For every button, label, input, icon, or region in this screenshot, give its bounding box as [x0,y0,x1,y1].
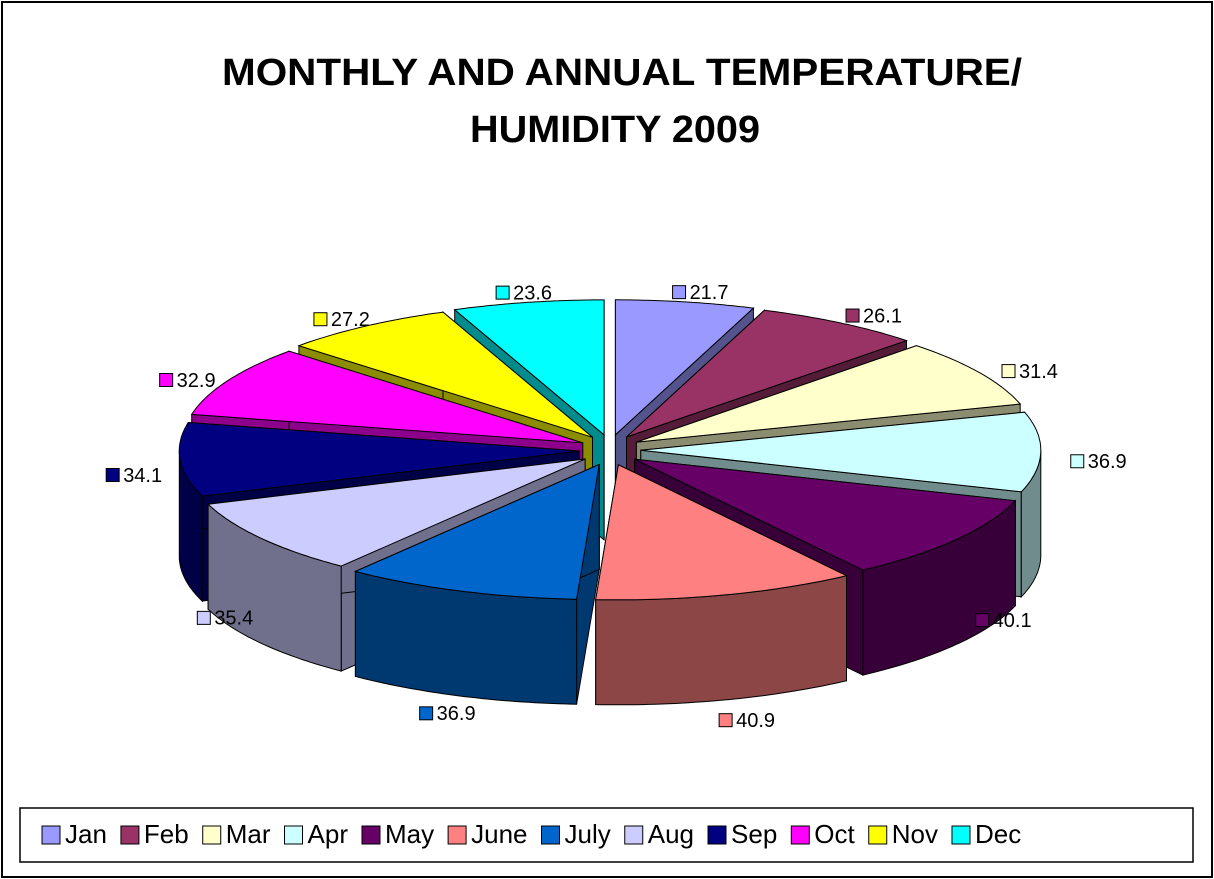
legend-label: June [471,819,527,849]
slice-top [353,463,600,600]
value-label: 40.9 [736,710,775,732]
slice-top [297,311,593,438]
label-key [975,613,990,628]
legend-key [624,825,644,845]
value-label: 34.1 [123,465,162,487]
legend-key [120,825,140,845]
label-key [1001,364,1016,379]
legend-label: July [565,819,611,849]
slice-top [636,345,1022,443]
label-key [313,312,328,327]
slice-top [640,411,1042,493]
slice [353,463,600,705]
chart-title: MONTHLY AND ANNUAL TEMPERATURE/ [222,52,1022,94]
legend-key [284,825,304,845]
legend-key [361,825,381,845]
slice-top [178,421,580,497]
chart-title: HUMIDITY 2009 [470,109,760,151]
value-label: 35.4 [214,608,253,630]
slice-top [614,299,755,436]
legend-label: Aug [648,819,694,849]
value-label: 21.7 [690,282,729,304]
legend-key [951,825,971,845]
slice-top [453,299,605,436]
legend-key [868,825,888,845]
legend-label: Feb [144,819,189,849]
value-label: 27.2 [331,309,370,331]
slice-top [634,458,1017,571]
value-label: 36.9 [1088,451,1127,473]
label-key [105,467,120,482]
legend-label: Apr [308,819,349,849]
legend-key [790,825,810,845]
legend-label: Jan [65,819,107,849]
label-key [718,713,733,728]
legend-key [541,825,560,845]
legend-key [202,825,222,845]
value-label: 31.4 [1019,361,1058,383]
legend-key [41,825,61,845]
label-key [1070,454,1085,469]
slice-top [190,350,583,444]
value-label: 40.1 [993,610,1032,632]
value-label: 26.1 [863,305,902,327]
label-key [159,373,174,388]
value-label: 23.6 [513,282,552,304]
slice-top [206,458,586,567]
slice-top [626,309,909,438]
legend-label: Nov [892,819,938,849]
label-key [672,285,687,300]
label-key [419,706,434,721]
legend-label: May [385,819,434,849]
label-key [196,610,211,625]
value-label: 36.9 [437,703,476,725]
legend-key [447,825,467,845]
legend: Jan Feb Mar Apr May June July Aug Sep Oct Nov Dec [41,819,1021,849]
label-key [495,285,510,300]
legend-label: Oct [814,819,855,849]
legend-label: Sep [731,819,777,849]
slice-top [595,464,848,601]
legend-label: Dec [975,819,1021,849]
label-key [845,308,860,323]
value-label: 32.9 [177,370,216,392]
legend-label: Mar [226,819,271,849]
pie: 21.7 26.1 31.4 36.9 40.1 40.9 36.9 35.4 34.1 32.9… [105,282,1127,732]
slice [595,464,848,706]
legend-key [707,825,727,845]
